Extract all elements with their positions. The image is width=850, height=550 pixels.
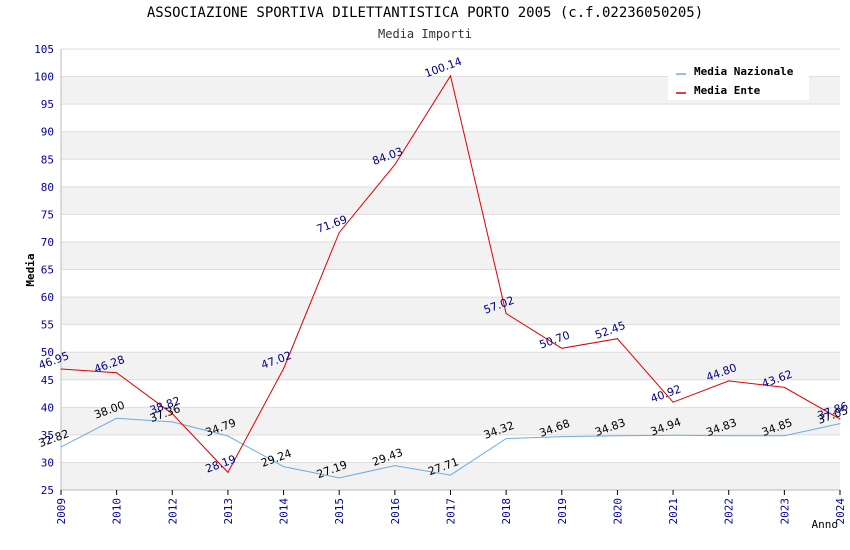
y-tick-label: 45 xyxy=(41,374,54,387)
data-point xyxy=(450,75,451,77)
data-point xyxy=(505,312,507,314)
y-tick-label: 60 xyxy=(41,291,54,304)
x-tick-labels: 2009 2010 2012 2013 2014 2015 2016 2017 2018 2019… xyxy=(55,498,847,525)
data-point xyxy=(783,435,785,437)
legend-label: Media Ente xyxy=(694,84,761,97)
x-tick-label: 2015 xyxy=(333,498,346,525)
data-point xyxy=(283,368,285,370)
x-tick-label: 2019 xyxy=(556,498,569,525)
y-tick-label: 85 xyxy=(41,153,54,166)
data-point xyxy=(672,434,674,436)
y-tick-label: 35 xyxy=(41,429,54,442)
y-tick-label: 40 xyxy=(41,401,54,414)
data-label: 40.92 xyxy=(649,382,683,405)
y-tick-label: 30 xyxy=(41,456,54,469)
y-tick-label: 70 xyxy=(41,236,54,249)
y-tick-label: 105 xyxy=(34,43,54,56)
x-tick-label: 2016 xyxy=(389,498,402,525)
data-point xyxy=(171,421,173,423)
grid-band xyxy=(61,462,840,490)
data-point xyxy=(283,466,285,468)
data-point xyxy=(171,413,173,415)
data-point xyxy=(561,347,563,349)
y-tick-label: 75 xyxy=(41,208,54,221)
y-tick-label: 55 xyxy=(41,319,54,332)
data-point xyxy=(616,338,618,340)
data-point xyxy=(60,368,62,370)
grid-band xyxy=(61,297,840,325)
data-label: 50.70 xyxy=(538,329,572,352)
y-tick-label: 25 xyxy=(41,484,54,497)
data-point xyxy=(227,471,229,473)
x-tick-label: 2018 xyxy=(500,498,513,525)
x-tick-label: 2021 xyxy=(667,498,680,525)
x-tick-label: 2024 xyxy=(834,498,847,525)
data-point xyxy=(839,418,841,420)
x-tick-label: 2014 xyxy=(278,498,291,525)
x-tick-label: 2010 xyxy=(111,498,124,525)
x-tick-label: 2012 xyxy=(166,498,179,525)
data-point xyxy=(116,372,118,374)
series-lines xyxy=(60,74,841,479)
grid-lines xyxy=(61,48,840,491)
x-tick-label: 2020 xyxy=(611,498,624,525)
grid-band xyxy=(61,241,840,270)
x-axis-label: Anno xyxy=(812,518,839,531)
data-label: 71.69 xyxy=(315,213,349,236)
data-point xyxy=(227,435,229,437)
x-tick-label: 2023 xyxy=(778,498,791,525)
chart-title: ASSOCIAZIONE SPORTIVA DILETTANTISTICA PO… xyxy=(146,5,704,21)
data-point xyxy=(450,474,451,476)
y-tick-label: 65 xyxy=(41,264,54,277)
grid-band xyxy=(61,186,840,215)
y-tick-label: 50 xyxy=(41,346,54,359)
data-point xyxy=(616,435,618,437)
data-point xyxy=(561,436,563,438)
chart-subtitle: Media Importi xyxy=(378,27,472,41)
data-point xyxy=(338,232,340,234)
data-point xyxy=(338,477,340,479)
data-point xyxy=(505,438,507,440)
data-point xyxy=(783,386,785,388)
data-point xyxy=(394,164,396,166)
y-tick-label: 80 xyxy=(41,181,54,194)
grid-band xyxy=(61,407,840,435)
grid-band xyxy=(61,131,840,160)
axes xyxy=(60,49,841,495)
x-tick-label: 2017 xyxy=(445,498,458,525)
y-tick-label: 95 xyxy=(41,98,54,111)
y-axis-label: Media xyxy=(24,253,37,286)
data-point xyxy=(728,435,730,437)
legend: Media Nazionale Media Ente xyxy=(668,60,809,100)
grid-band xyxy=(61,352,840,380)
y-tick-label: 100 xyxy=(34,71,54,84)
x-tick-label: 2009 xyxy=(55,498,68,525)
data-point xyxy=(672,401,674,403)
data-point xyxy=(394,465,396,467)
y-tick-labels: 25 30 35 40 45 50 55 60 65 70 75 80 85 90 95 100 105 xyxy=(34,43,54,497)
data-point xyxy=(728,380,730,382)
grid-bands xyxy=(61,76,840,490)
x-tick-label: 2022 xyxy=(723,498,736,525)
data-point xyxy=(116,417,118,419)
data-point xyxy=(60,446,62,448)
legend-box xyxy=(668,60,809,100)
x-tick-label: 2013 xyxy=(222,498,235,525)
data-point xyxy=(839,423,841,425)
legend-label: Media Nazionale xyxy=(694,65,794,78)
y-tick-label: 90 xyxy=(41,126,54,139)
